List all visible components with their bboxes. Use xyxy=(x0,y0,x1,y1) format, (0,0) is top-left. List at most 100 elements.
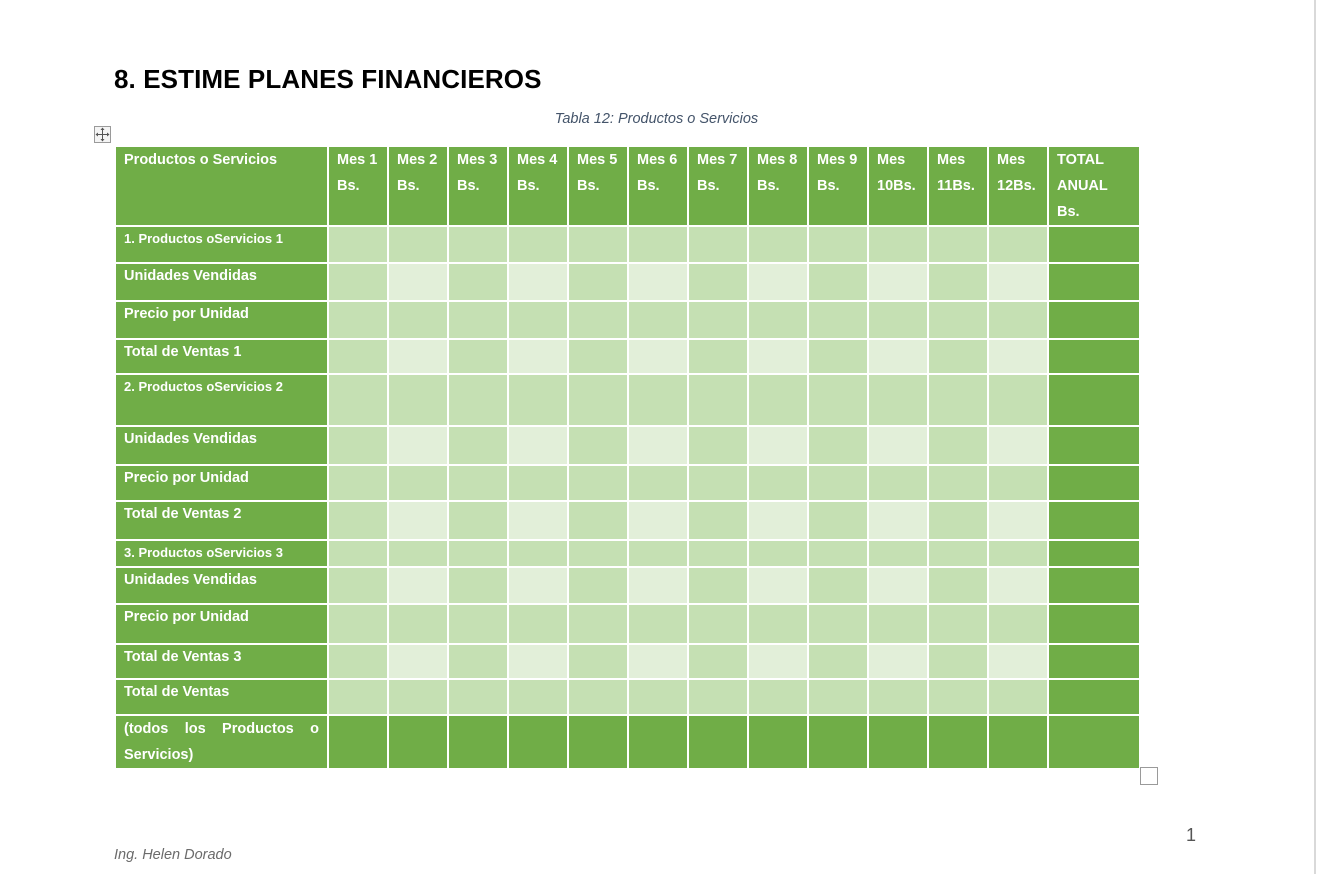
row-label-cell[interactable]: (todos los Productos o Servicios) xyxy=(114,714,329,770)
annual-total-cell[interactable] xyxy=(1047,262,1141,302)
annual-total-cell[interactable] xyxy=(1047,373,1141,427)
month-value-cell[interactable] xyxy=(927,714,989,770)
row-label-cell[interactable]: Total de Ventas xyxy=(114,678,329,716)
month-value-cell[interactable] xyxy=(327,539,389,568)
month-value-cell[interactable] xyxy=(867,500,929,541)
month-value-cell[interactable] xyxy=(567,338,629,375)
month-value-cell[interactable] xyxy=(447,262,509,302)
month-value-cell[interactable] xyxy=(327,603,389,645)
month-value-cell[interactable] xyxy=(387,539,449,568)
month-value-cell[interactable] xyxy=(987,464,1049,502)
month-value-cell[interactable] xyxy=(867,678,929,716)
month-value-cell[interactable] xyxy=(807,338,869,375)
month-value-cell[interactable] xyxy=(447,338,509,375)
month-value-cell[interactable] xyxy=(387,464,449,502)
month-value-cell[interactable] xyxy=(447,603,509,645)
month-value-cell[interactable] xyxy=(687,539,749,568)
month-value-cell[interactable] xyxy=(867,300,929,340)
month-value-cell[interactable] xyxy=(747,300,809,340)
header-cell-month-1[interactable]: Mes 1 Bs. xyxy=(327,145,389,227)
month-value-cell[interactable] xyxy=(567,566,629,605)
row-label-cell[interactable]: Unidades Vendidas xyxy=(114,425,329,466)
header-cell-products[interactable]: Productos o Servicios xyxy=(114,145,329,227)
month-value-cell[interactable] xyxy=(327,425,389,466)
month-value-cell[interactable] xyxy=(327,464,389,502)
month-value-cell[interactable] xyxy=(807,464,869,502)
month-value-cell[interactable] xyxy=(387,373,449,427)
month-value-cell[interactable] xyxy=(687,338,749,375)
month-value-cell[interactable] xyxy=(987,500,1049,541)
month-value-cell[interactable] xyxy=(327,500,389,541)
month-value-cell[interactable] xyxy=(747,643,809,680)
month-value-cell[interactable] xyxy=(987,603,1049,645)
annual-total-cell[interactable] xyxy=(1047,464,1141,502)
month-value-cell[interactable] xyxy=(387,714,449,770)
month-value-cell[interactable] xyxy=(927,464,989,502)
annual-total-cell[interactable] xyxy=(1047,500,1141,541)
month-value-cell[interactable] xyxy=(687,425,749,466)
month-value-cell[interactable] xyxy=(567,373,629,427)
month-value-cell[interactable] xyxy=(687,714,749,770)
month-value-cell[interactable] xyxy=(507,225,569,264)
month-value-cell[interactable] xyxy=(387,566,449,605)
month-value-cell[interactable] xyxy=(747,425,809,466)
header-cell-month-4[interactable]: Mes 4 Bs. xyxy=(507,145,569,227)
month-value-cell[interactable] xyxy=(327,225,389,264)
month-value-cell[interactable] xyxy=(747,714,809,770)
month-value-cell[interactable] xyxy=(867,225,929,264)
month-value-cell[interactable] xyxy=(327,643,389,680)
month-value-cell[interactable] xyxy=(747,566,809,605)
month-value-cell[interactable] xyxy=(327,714,389,770)
row-label-cell[interactable]: 1. Productos oServicios 1 xyxy=(114,225,329,264)
month-value-cell[interactable] xyxy=(627,373,689,427)
month-value-cell[interactable] xyxy=(987,300,1049,340)
month-value-cell[interactable] xyxy=(447,678,509,716)
row-label-cell[interactable]: Precio por Unidad xyxy=(114,603,329,645)
table-resize-handle[interactable] xyxy=(1140,767,1158,785)
month-value-cell[interactable] xyxy=(687,225,749,264)
month-value-cell[interactable] xyxy=(687,262,749,302)
month-value-cell[interactable] xyxy=(567,500,629,541)
month-value-cell[interactable] xyxy=(807,500,869,541)
month-value-cell[interactable] xyxy=(387,225,449,264)
month-value-cell[interactable] xyxy=(687,500,749,541)
month-value-cell[interactable] xyxy=(807,262,869,302)
month-value-cell[interactable] xyxy=(387,425,449,466)
month-value-cell[interactable] xyxy=(567,464,629,502)
month-value-cell[interactable] xyxy=(507,714,569,770)
month-value-cell[interactable] xyxy=(927,338,989,375)
month-value-cell[interactable] xyxy=(987,714,1049,770)
month-value-cell[interactable] xyxy=(327,678,389,716)
row-label-cell[interactable]: 2. Productos oServicios 2 xyxy=(114,373,329,427)
month-value-cell[interactable] xyxy=(387,338,449,375)
month-value-cell[interactable] xyxy=(507,500,569,541)
month-value-cell[interactable] xyxy=(807,373,869,427)
month-value-cell[interactable] xyxy=(867,566,929,605)
month-value-cell[interactable] xyxy=(327,262,389,302)
header-cell-month-5[interactable]: Mes 5 Bs. xyxy=(567,145,629,227)
month-value-cell[interactable] xyxy=(627,678,689,716)
annual-total-cell[interactable] xyxy=(1047,643,1141,680)
month-value-cell[interactable] xyxy=(567,539,629,568)
month-value-cell[interactable] xyxy=(687,566,749,605)
annual-total-cell[interactable] xyxy=(1047,566,1141,605)
month-value-cell[interactable] xyxy=(507,643,569,680)
month-value-cell[interactable] xyxy=(687,464,749,502)
month-value-cell[interactable] xyxy=(807,425,869,466)
month-value-cell[interactable] xyxy=(807,300,869,340)
month-value-cell[interactable] xyxy=(747,464,809,502)
month-value-cell[interactable] xyxy=(387,300,449,340)
month-value-cell[interactable] xyxy=(927,566,989,605)
month-value-cell[interactable] xyxy=(927,678,989,716)
month-value-cell[interactable] xyxy=(807,678,869,716)
row-label-cell[interactable]: Precio por Unidad xyxy=(114,464,329,502)
header-cell-month-2[interactable]: Mes 2 Bs. xyxy=(387,145,449,227)
month-value-cell[interactable] xyxy=(447,566,509,605)
month-value-cell[interactable] xyxy=(627,566,689,605)
month-value-cell[interactable] xyxy=(447,373,509,427)
month-value-cell[interactable] xyxy=(927,373,989,427)
month-value-cell[interactable] xyxy=(867,425,929,466)
month-value-cell[interactable] xyxy=(567,425,629,466)
month-value-cell[interactable] xyxy=(807,539,869,568)
month-value-cell[interactable] xyxy=(687,300,749,340)
